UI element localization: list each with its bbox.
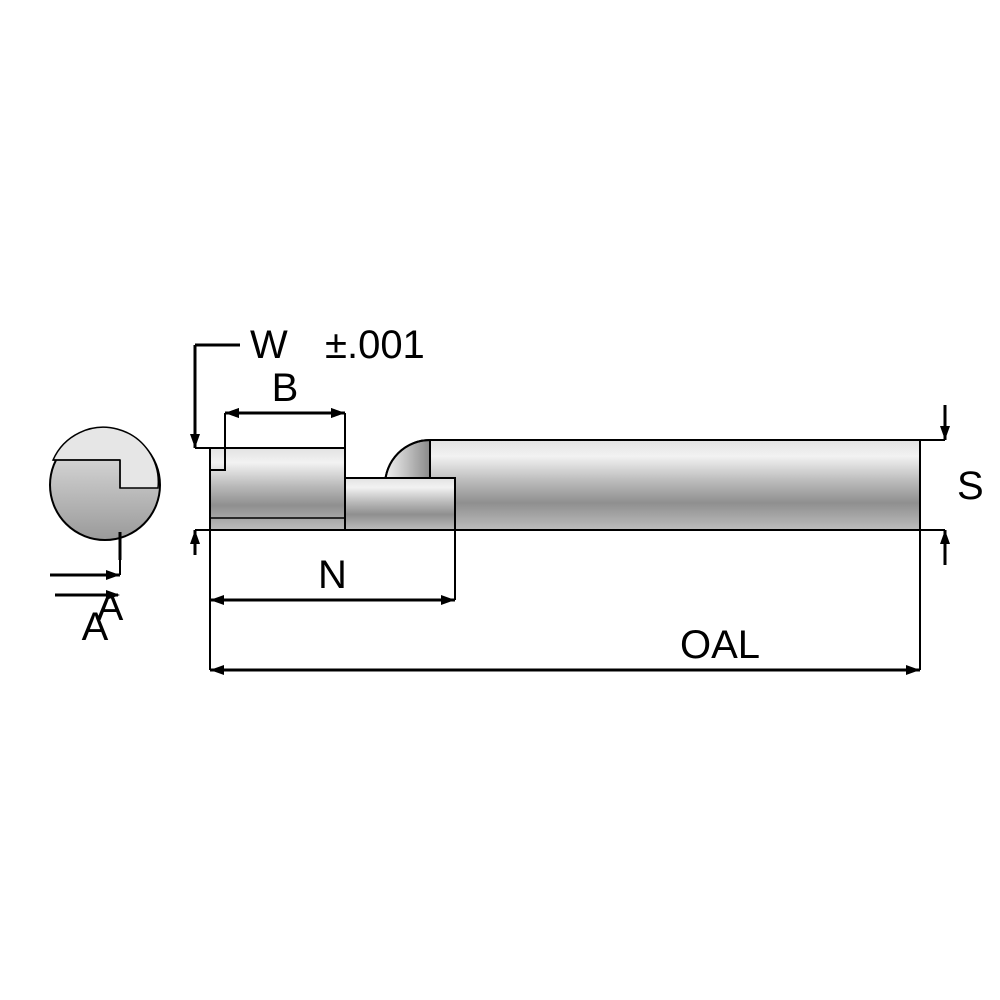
diagram-svg: AW±.001BNOALSA	[0, 0, 1000, 1000]
svg-text:W: W	[250, 323, 288, 367]
svg-text:±.001: ±.001	[325, 323, 425, 367]
svg-text:A: A	[97, 585, 124, 629]
svg-text:N: N	[318, 553, 347, 597]
svg-text:B: B	[272, 366, 299, 410]
diagram-container: AW±.001BNOALSA	[0, 0, 1000, 1000]
svg-text:OAL: OAL	[680, 623, 760, 667]
svg-text:S: S	[957, 464, 984, 508]
